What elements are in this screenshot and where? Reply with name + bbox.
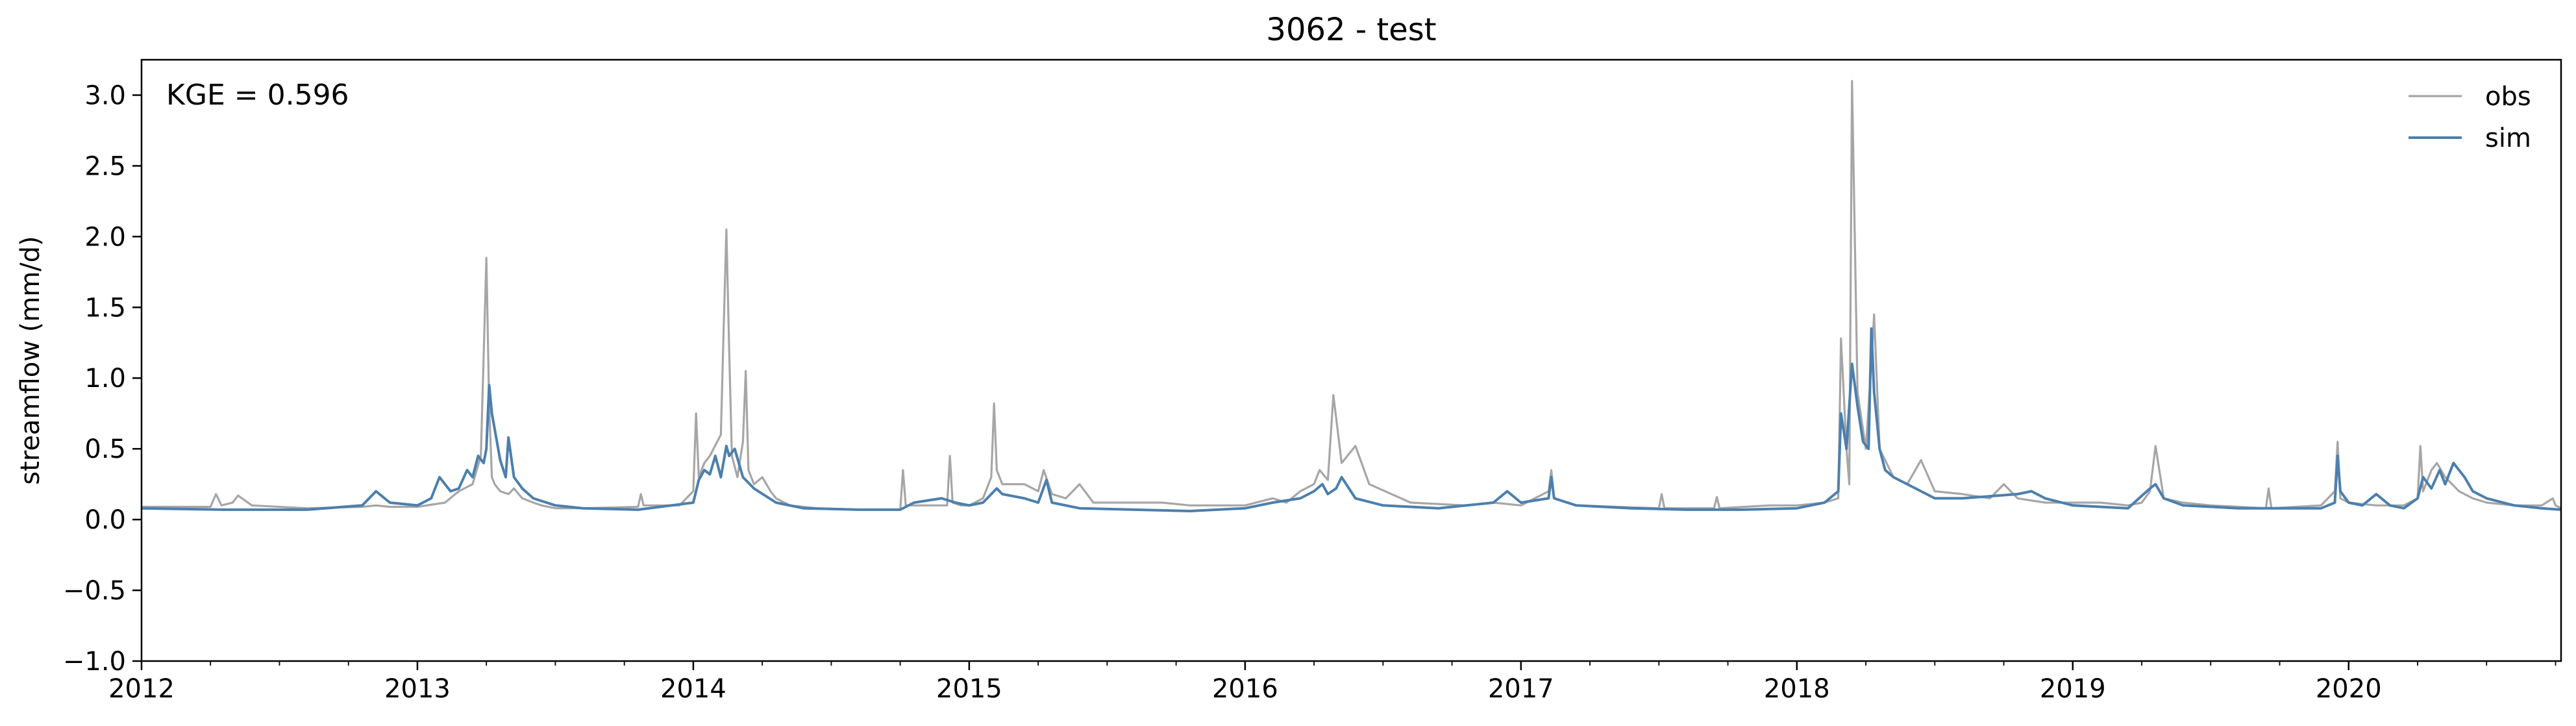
axis-ticks: −1.0 −0.5 0.0 0.5 1.0 1.5 2.0 2.5 3.0 2012 2013 201…	[63, 81, 2557, 704]
x-tick-label: 2016	[1212, 674, 1278, 704]
chart-title: 3062 - test	[1266, 12, 1436, 48]
y-tick-label: 2.0	[84, 222, 126, 252]
x-tick-label: 2012	[108, 674, 175, 704]
y-tick-label: −0.5	[63, 576, 126, 606]
y-tick-label: 0.5	[84, 434, 126, 464]
x-tick-label: 2015	[936, 674, 1002, 704]
x-tick-label: 2014	[660, 674, 726, 704]
y-tick-label: 1.0	[84, 364, 126, 394]
legend-label-sim: sim	[2485, 123, 2531, 153]
x-tick-label: 2020	[2316, 674, 2382, 704]
y-tick-label: −1.0	[63, 647, 126, 677]
y-tick-label: 1.5	[84, 293, 126, 323]
x-tick-label: 2013	[384, 674, 451, 704]
y-axis-label: streamflow (mm/d)	[16, 236, 45, 484]
y-tick-label: 3.0	[84, 81, 126, 110]
x-tick-label: 2019	[2040, 674, 2106, 704]
series-lines	[141, 80, 2562, 512]
legend: obs sim	[2409, 82, 2531, 153]
plot-frame	[140, 58, 2562, 662]
legend-label-obs: obs	[2485, 82, 2531, 112]
x-tick-label: 2018	[1764, 674, 1830, 704]
y-tick-label: 0.0	[84, 505, 126, 535]
series-line-sim	[141, 327, 2562, 512]
series-line-obs	[142, 80, 2562, 511]
y-tick-label: 2.5	[84, 151, 126, 181]
kge-annotation: KGE = 0.596	[166, 79, 349, 112]
x-tick-label: 2017	[1488, 674, 1554, 704]
